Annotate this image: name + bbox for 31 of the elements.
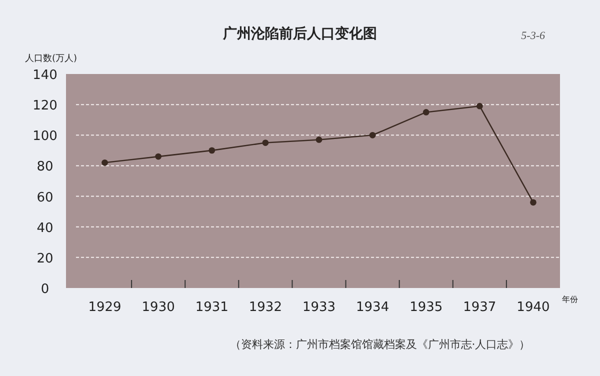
y-tick-label: 80 bbox=[36, 160, 54, 175]
text: 5-3-6 bbox=[521, 30, 546, 42]
point bbox=[369, 132, 376, 138]
y-tick-label: 60 bbox=[36, 190, 54, 206]
point bbox=[530, 199, 536, 206]
y-axis-title: 人口数(万人) bbox=[25, 53, 78, 64]
point bbox=[476, 102, 483, 110]
y-tick-label: 40 bbox=[36, 220, 54, 236]
x-axis-title: 年份 bbox=[562, 295, 578, 304]
point bbox=[422, 109, 430, 116]
y-tick-label: 0 bbox=[40, 282, 50, 297]
text: （资料来源：广州市档案馆馆藏档案及《广州市志·人口志》） bbox=[230, 338, 530, 351]
y-tick-label: 140 bbox=[32, 68, 58, 83]
x-tick-label: 1929 bbox=[88, 300, 122, 315]
x-tick-label: 1932 bbox=[248, 300, 282, 315]
point bbox=[262, 140, 269, 146]
x-tick-label: 1930 bbox=[142, 300, 175, 315]
x-tick-label: 1937 bbox=[463, 300, 496, 315]
x-tick-label: 1933 bbox=[302, 300, 336, 315]
point bbox=[208, 147, 216, 154]
x-tick-label: 1940 bbox=[516, 300, 550, 315]
x-tick-label: 1931 bbox=[195, 300, 228, 315]
point bbox=[102, 159, 108, 166]
y-tick-label: 20 bbox=[36, 251, 54, 266]
chart-title: 广州沦陷前后人口变化图 bbox=[222, 25, 377, 42]
y-tick-label: 100 bbox=[32, 129, 58, 144]
x-tick-label: 1935 bbox=[410, 300, 443, 315]
x-tick-label: 1934 bbox=[356, 300, 390, 315]
point bbox=[155, 153, 162, 160]
point bbox=[316, 136, 322, 143]
y-tick-label: 120 bbox=[32, 98, 58, 114]
